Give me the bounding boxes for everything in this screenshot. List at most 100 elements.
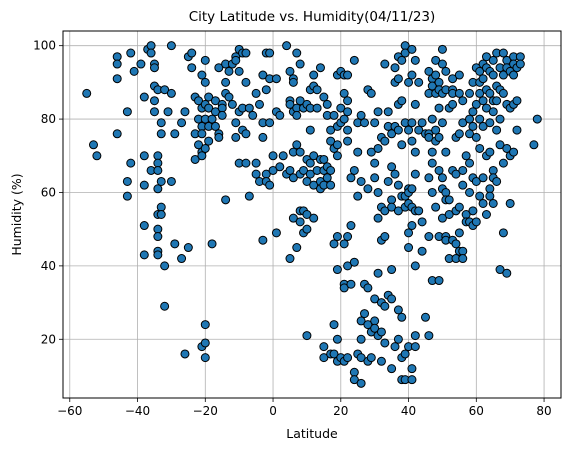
data-point <box>387 195 397 205</box>
data-point <box>322 99 332 109</box>
data-point <box>373 107 383 117</box>
data-point <box>454 88 464 98</box>
data-point <box>309 180 319 190</box>
data-point <box>393 206 403 216</box>
data-point <box>366 147 376 157</box>
data-point <box>204 92 214 102</box>
data-point <box>363 184 373 194</box>
data-point <box>309 213 319 223</box>
data-point <box>488 198 498 208</box>
data-point <box>407 364 417 374</box>
data-point <box>471 217 481 227</box>
data-point <box>170 239 180 249</box>
data-point <box>407 375 417 385</box>
data-point <box>488 165 498 175</box>
data-point <box>326 125 336 135</box>
data-point <box>332 232 342 242</box>
data-point <box>366 88 376 98</box>
data-point <box>244 191 254 201</box>
data-point <box>370 294 380 304</box>
data-point <box>356 353 366 363</box>
data-point <box>234 66 244 76</box>
data-point <box>305 158 315 168</box>
data-point <box>434 103 444 113</box>
data-point <box>149 63 159 73</box>
data-point <box>404 77 414 87</box>
data-point <box>258 70 268 80</box>
data-point <box>444 210 454 219</box>
data-point <box>149 96 159 106</box>
data-point <box>210 96 220 106</box>
data-point <box>224 66 234 76</box>
data-point <box>437 44 447 54</box>
data-point <box>288 173 298 183</box>
data-point <box>200 353 210 363</box>
data-point <box>166 88 176 98</box>
data-point <box>329 349 339 359</box>
data-point <box>465 114 475 124</box>
data-point <box>363 283 373 293</box>
data-point <box>241 77 251 87</box>
data-point <box>329 110 339 120</box>
data-point <box>126 48 136 58</box>
data-point <box>424 173 434 183</box>
data-point <box>153 184 163 194</box>
data-point <box>532 114 542 124</box>
y-tick-label: 100 <box>33 39 56 53</box>
data-point <box>387 265 397 275</box>
plot-area-frame <box>62 30 562 399</box>
data-point <box>370 118 380 128</box>
data-point <box>363 320 373 330</box>
data-point <box>265 180 275 190</box>
data-point <box>285 165 295 175</box>
data-point <box>492 176 502 186</box>
data-point <box>498 158 508 168</box>
data-point <box>356 110 366 120</box>
data-point <box>353 147 363 157</box>
data-point <box>305 125 315 135</box>
data-point <box>410 331 420 341</box>
data-point <box>373 268 383 278</box>
data-point <box>200 320 210 330</box>
data-point <box>485 191 495 201</box>
data-point <box>288 77 298 87</box>
data-point <box>129 66 139 76</box>
data-point <box>471 176 481 186</box>
data-point <box>420 312 430 322</box>
data-point <box>275 110 285 120</box>
data-point <box>529 140 539 150</box>
data-point <box>122 107 132 117</box>
data-point <box>156 202 166 212</box>
data-point <box>458 180 468 190</box>
data-point <box>427 81 437 91</box>
data-point <box>495 114 505 124</box>
data-point <box>326 165 336 175</box>
data-point <box>454 202 464 212</box>
data-point <box>380 338 390 348</box>
x-tick-label: −60 <box>57 404 82 418</box>
data-point <box>292 48 302 58</box>
data-point <box>393 180 403 190</box>
data-point <box>465 88 475 98</box>
data-point <box>346 221 356 231</box>
data-point <box>478 74 488 84</box>
data-point <box>471 99 481 109</box>
data-point <box>410 261 420 271</box>
data-point <box>407 118 417 128</box>
data-point <box>454 228 464 238</box>
data-point <box>475 88 485 98</box>
x-tick-label: 60 <box>469 404 484 418</box>
data-point <box>387 129 397 139</box>
data-point <box>437 59 447 69</box>
data-point <box>410 169 420 179</box>
x-tick-label: 40 <box>401 404 416 418</box>
data-point <box>441 187 451 197</box>
data-point <box>275 162 285 172</box>
chart-title: City Latitude vs. Humidity(04/11/23) <box>189 9 436 25</box>
data-point <box>302 224 312 234</box>
data-point <box>251 169 261 179</box>
y-tick-label: 40 <box>41 259 56 273</box>
data-point <box>488 70 498 80</box>
data-point <box>492 96 502 106</box>
data-point <box>210 121 220 131</box>
